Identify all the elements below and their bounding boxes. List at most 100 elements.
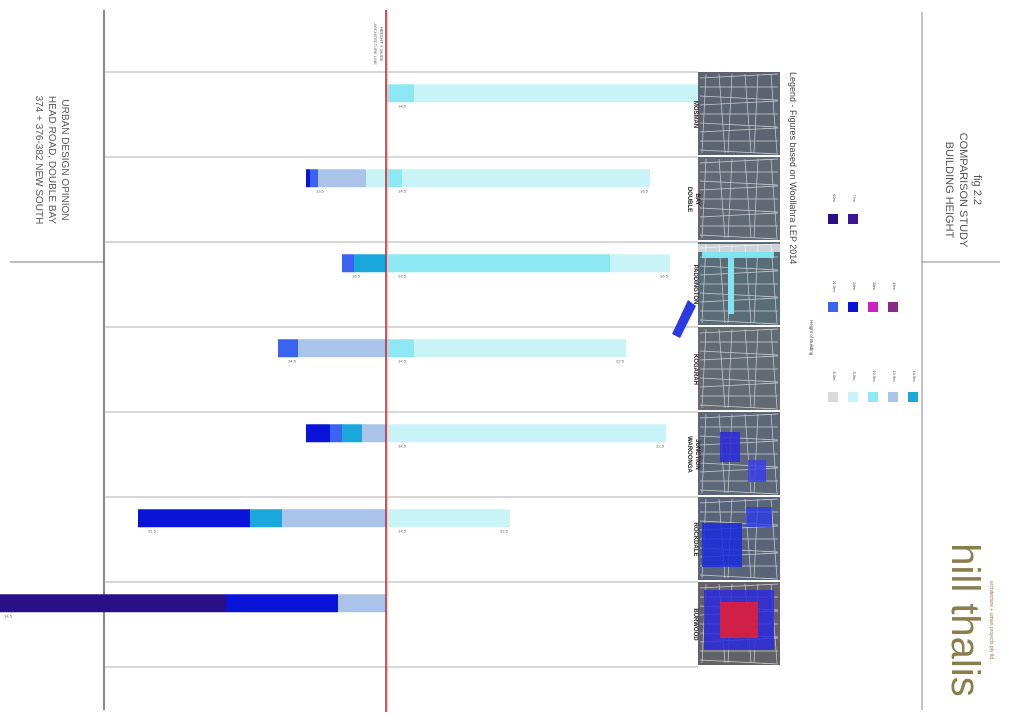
map-label: KOGARAH (692, 354, 698, 385)
data-label: 14.5 (398, 188, 407, 193)
data-label: 14.5 (398, 443, 407, 448)
map-street (699, 270, 779, 276)
legend-label: 13.5m (892, 370, 897, 382)
bar-segment (414, 84, 742, 103)
bar-segment (298, 339, 386, 358)
map-street (699, 292, 779, 298)
legend-label: 26m (852, 282, 857, 290)
map-street (699, 297, 779, 303)
map-street (753, 158, 759, 239)
project-title-line: URBAN DESIGN OPINION (59, 99, 70, 220)
data-label: 14.5 (398, 528, 407, 533)
project-title-line: HEAD ROAD, DOUBLE BAY (46, 96, 57, 225)
bar-segment (610, 254, 670, 273)
map-street (744, 73, 752, 154)
bars-layer: 18.514.518.514.513.516.514.518.522.514.5… (0, 84, 742, 618)
maps-layer: MOSMAN DOUBLE BAY PADDINGTON KOGARAH WAROONGA… (686, 72, 780, 665)
legend-label: 21.5m (832, 280, 837, 292)
map-street (699, 127, 779, 133)
map-zone (720, 602, 758, 638)
bar-segment (310, 169, 318, 188)
legend-title: Legend - Figures based on Woollahra LEP … (788, 72, 798, 264)
map-label: BAY (694, 193, 700, 205)
map-street (699, 489, 779, 495)
map-zone (702, 252, 774, 258)
map-background (698, 72, 780, 155)
legend-swatch (848, 392, 858, 402)
titles-layer: 374 + 376-382 NEW SOUTH HEAD ROAD, DOUBLE… (33, 96, 994, 697)
bar-segment (250, 509, 282, 528)
map-zone (748, 460, 766, 482)
legend-swatch (868, 392, 878, 402)
map-street (718, 328, 726, 409)
bar-segment (414, 339, 626, 358)
map-zone (702, 523, 742, 567)
data-label: 16.5 (660, 273, 669, 278)
brand-subtitle: architecture + urban projects pty ltd (988, 581, 994, 659)
bar-segment (318, 169, 366, 188)
map-street (744, 158, 752, 239)
map-tile (698, 157, 780, 240)
map-street (699, 122, 779, 128)
legend-swatch (908, 392, 918, 402)
study-title-line: BUILDING HEIGHT (943, 142, 955, 239)
map-street (699, 180, 779, 186)
bar-segment (386, 169, 402, 188)
bar-segment (386, 509, 510, 528)
data-label: 14.5 (4, 613, 13, 618)
map-tile (698, 242, 780, 325)
legend-label: 45m (892, 282, 897, 290)
map-street (699, 404, 779, 410)
map-background (698, 157, 780, 240)
map-background (698, 327, 780, 410)
map-street (701, 413, 707, 494)
legend-swatch (828, 302, 838, 312)
legend-label: 9.5m (852, 372, 857, 382)
map-street (699, 498, 779, 504)
map-street (699, 95, 779, 101)
bar-segment (0, 594, 226, 613)
legend-label: 77m (852, 194, 857, 202)
map-street (699, 212, 779, 218)
map-zone (698, 244, 780, 252)
bar-segment (366, 169, 386, 188)
bar-segment (138, 509, 250, 528)
map-street (718, 73, 726, 154)
map-street (699, 328, 779, 334)
data-label: 22.5 (616, 358, 625, 363)
map-zone (720, 432, 740, 462)
map-label: JUNCTION (694, 439, 700, 470)
map-tile (698, 582, 780, 665)
map-label: ROCKDALE (692, 523, 698, 557)
legend-swatch (888, 302, 898, 312)
bar-segment (354, 254, 386, 273)
data-label: 14.5 (288, 358, 297, 363)
bar-segment (306, 424, 330, 443)
data-label: 14.5 (398, 358, 407, 363)
study-title-line: fig 2.2 (971, 175, 983, 205)
legend-label: 38m (872, 282, 877, 290)
map-label: DOUBLE (686, 187, 692, 212)
study-title-line: COMPARISON STUDY (957, 133, 969, 248)
map-street (699, 319, 779, 325)
map-street (699, 413, 779, 419)
map-street (699, 207, 779, 213)
data-label: 14.5 (398, 103, 407, 108)
map-zone (728, 254, 734, 314)
bar-segment (342, 254, 354, 273)
legend-swatch (828, 392, 838, 402)
bar-segment (282, 509, 386, 528)
legend-swatch (828, 214, 838, 224)
legend-swatch (848, 214, 858, 224)
data-label: 18.5 (352, 273, 361, 278)
map-street (699, 355, 779, 361)
data-label: 14.5 (398, 273, 407, 278)
legend-subtitle: Height of Building (809, 320, 814, 356)
bar-segment (342, 424, 362, 443)
data-label: 18.5 (640, 188, 649, 193)
map-label: MOSMAN (692, 101, 698, 128)
map-street (770, 328, 778, 409)
map-street (699, 350, 779, 356)
map-street (699, 158, 779, 164)
